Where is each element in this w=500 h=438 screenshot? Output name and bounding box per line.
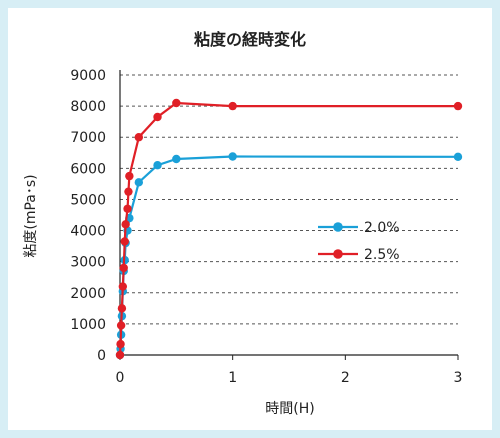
y-tick-label: 5000 xyxy=(70,192,106,208)
legend-marker-0 xyxy=(333,222,343,232)
legend-label-1: 2.5% xyxy=(364,247,400,263)
series-line-1 xyxy=(118,101,458,356)
chart-title: 粘度の経時変化 xyxy=(193,30,306,49)
data-point xyxy=(125,171,134,181)
y-tick-label: 4000 xyxy=(70,224,106,240)
data-point xyxy=(124,187,133,196)
x-tick-label: 3 xyxy=(454,370,463,386)
data-point xyxy=(228,101,237,111)
y-tick-label: 8000 xyxy=(70,99,106,115)
data-point xyxy=(172,98,181,108)
x-tick-label: 0 xyxy=(116,370,125,386)
data-point xyxy=(119,263,128,273)
y-tick-label: 3000 xyxy=(70,255,106,271)
y-tick-label: 0 xyxy=(97,348,106,364)
data-point xyxy=(123,204,132,213)
series-line-0 xyxy=(118,155,459,356)
x-tick-label: 2 xyxy=(341,370,350,386)
chart-panel xyxy=(8,8,492,430)
y-tick-label: 9000 xyxy=(70,68,106,84)
data-point xyxy=(117,304,127,313)
y-tick-label: 7000 xyxy=(70,130,106,146)
data-point xyxy=(115,350,125,360)
data-point xyxy=(116,339,125,349)
data-point xyxy=(118,282,128,291)
data-point xyxy=(153,112,162,122)
data-point xyxy=(121,220,130,229)
data-point xyxy=(134,178,144,187)
data-point xyxy=(116,321,126,330)
data-point xyxy=(134,133,144,142)
data-point xyxy=(228,152,237,161)
x-axis-label: 時間(H) xyxy=(265,401,315,417)
data-point xyxy=(172,154,181,164)
y-tick-label: 2000 xyxy=(70,286,106,302)
legend-label-0: 2.0% xyxy=(364,220,400,236)
y-tick-label: 1000 xyxy=(70,317,106,333)
data-point xyxy=(120,237,129,246)
data-point xyxy=(453,152,463,162)
x-tick-label: 1 xyxy=(228,370,237,386)
data-point xyxy=(153,161,162,170)
y-tick-label: 6000 xyxy=(70,161,106,177)
legend-marker-1 xyxy=(333,249,343,259)
data-point xyxy=(453,101,463,111)
